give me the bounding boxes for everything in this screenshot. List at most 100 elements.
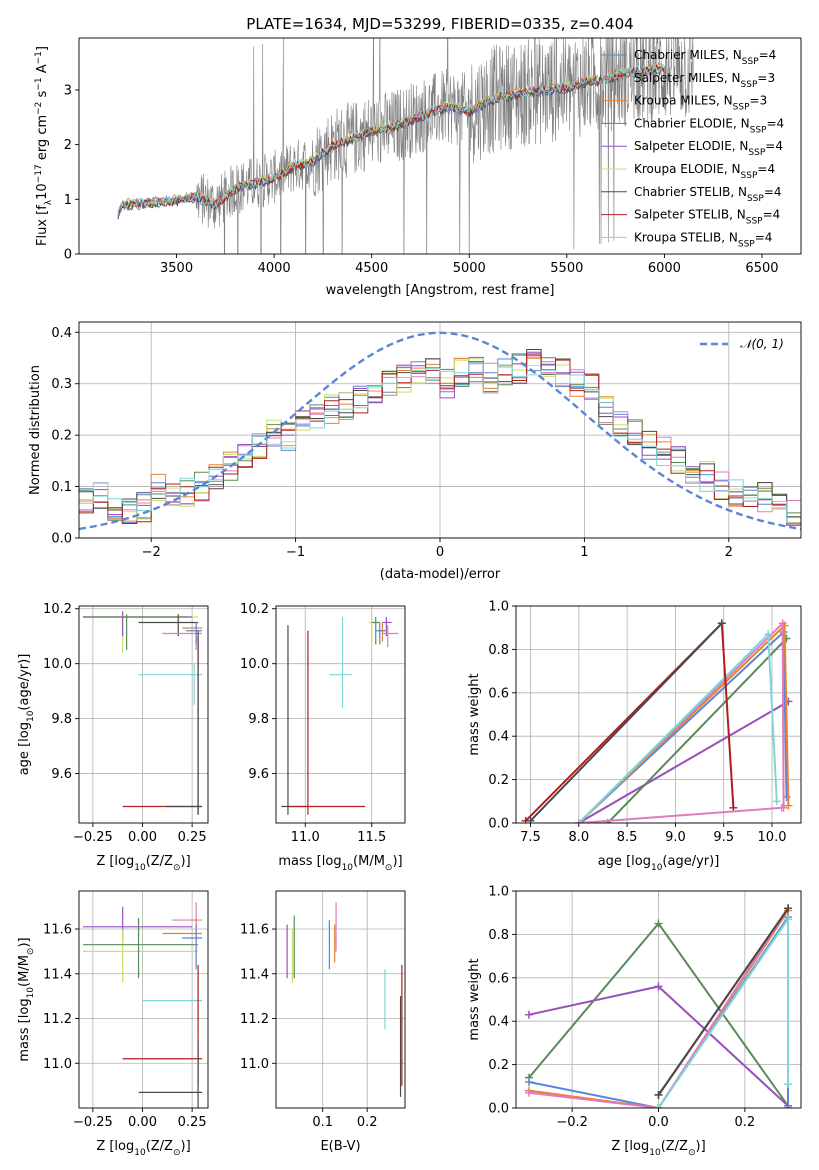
legend-entry-part: SSP (742, 57, 759, 67)
y-axis-label-part: ⊙ (26, 948, 36, 956)
legend-entry-part: SSP (746, 217, 763, 227)
x-axis-label-part: (Z/Z (661, 1139, 688, 1154)
model-line-salpeter-stelib (117, 64, 665, 213)
y-tick-label: 1 (64, 193, 72, 208)
x-tick-label: −0.25 (73, 1115, 113, 1130)
y-tick-label: 0.2 (488, 773, 509, 788)
y-tick-label: 0.6 (488, 686, 509, 701)
y-axis-label-part: age [log (17, 722, 32, 775)
x-tick-label: 0.2 (357, 1115, 378, 1130)
weight-line (528, 907, 789, 1108)
y-tick-label: 0.1 (51, 480, 72, 495)
x-tick-label: 0.00 (128, 830, 157, 845)
model-line-kroupa-stelib (117, 63, 665, 216)
y-tick-label: 10.0 (43, 657, 72, 672)
ebv-mass-panel: 0.1 0.2 11.0 11.2 11.4 11.6 E(B-V) (240, 890, 406, 1154)
ebv-mass-panel-plot-area (286, 902, 403, 1097)
legend-entry-part: Salpeter ELODIE, N (634, 139, 748, 153)
age-weight-panel: 7.5 8.0 8.5 9.0 9.5 10.0 0.0 0.2 0.4 0.6 0.8 1.0 age… (467, 600, 802, 873)
legend-entry-part: =4 (755, 230, 773, 244)
weight-marker (717, 619, 726, 628)
y-axis-label-part: 10 (26, 710, 36, 722)
x-tick-label: 0.2 (735, 1115, 756, 1130)
legend-entry-part: =4 (766, 116, 784, 130)
x-tick-label: 4000 (258, 261, 291, 276)
y-axis-label-part: Flux [f (35, 205, 50, 246)
weight-line (607, 637, 788, 823)
y-tick-label: 11.0 (43, 1057, 72, 1072)
y-axis-label-part: mass [log (17, 998, 32, 1061)
y-tick-label: 9.6 (51, 767, 72, 782)
x-axis-label-part: (age/yr)] (662, 854, 719, 869)
mass-age-panel-plot-area (281, 614, 399, 815)
x-axis-label-part: Z [log (611, 1139, 649, 1154)
legend-entry-part: =4 (759, 48, 777, 62)
weight-marker (654, 1104, 663, 1108)
y-axis-label: Normed distribution (28, 365, 43, 495)
axes-frame (275, 890, 406, 1109)
y-tick-label: 0.2 (488, 1058, 509, 1073)
legend-entry: Salpeter STELIB, NSSP=4 (634, 208, 780, 227)
weight-line (657, 907, 789, 1096)
weight-marker (784, 801, 793, 810)
x-axis-label: (data-model)/error (380, 567, 501, 582)
legend-entry-part: Kroupa MILES, N (634, 94, 733, 108)
x-tick-label: 0.25 (178, 830, 207, 845)
axes-frame (78, 321, 802, 539)
z-weight-panel-plot-area (524, 904, 793, 1108)
x-axis-label: mass [log10(M/M⊙)] (278, 854, 402, 873)
y-tick-label: 11.6 (240, 923, 269, 938)
mass-age-panel: 11.0 11.5 9.6 9.8 10.0 10.2 mass [log10(M/M⊙)] (240, 602, 406, 873)
legend-entry-part: Chabrier STELIB, N (634, 185, 747, 199)
weight-marker (524, 1088, 533, 1097)
weight-marker (784, 1080, 793, 1089)
weight-marker (764, 630, 773, 639)
spectrum-panel: 3500 4000 4500 5000 5500 6000 6500 0 1 2 3 PLATE=16… (34, 15, 802, 298)
y-tick-label: 0.0 (488, 817, 509, 832)
y-axis-label-part: 10 (26, 987, 36, 999)
y-tick-label: 1.0 (488, 885, 509, 900)
x-tick-label: 7.5 (520, 830, 541, 845)
weight-marker (784, 1104, 793, 1108)
legend-entry: Kroupa STELIB, NSSP=4 (634, 230, 772, 249)
legend-entry-part: Kroupa ELODIE, N (634, 162, 741, 176)
x-axis-label: E(B-V) (320, 1139, 360, 1154)
legend-entry-part: Kroupa STELIB, N (634, 230, 738, 244)
axes-frame (78, 605, 209, 824)
x-axis-label-part: )] (696, 1139, 706, 1154)
x-tick-label: 0.1 (312, 1115, 333, 1130)
legend-entry-part: SSP (741, 171, 758, 181)
x-tick-label: 6500 (745, 261, 778, 276)
x-axis-label: Z [log10(Z/Z⊙)] (611, 1139, 705, 1158)
legend-entry-part: SSP (733, 103, 750, 113)
y-axis-label-part: −1 (34, 77, 44, 90)
y-axis-label-part: −2 (34, 102, 44, 115)
x-axis-label: wavelength [Angstrom, rest frame] (326, 283, 555, 298)
x-axis-label-part: 10 (134, 863, 146, 873)
x-axis-label-part: ⊙ (385, 863, 393, 873)
x-tick-label: 2 (725, 545, 733, 560)
y-axis-label-part: (M/M (17, 955, 32, 987)
legend-entry: Chabrier ELODIE, NSSP=4 (634, 116, 784, 135)
residual-panel-grid (79, 322, 801, 539)
x-tick-label: 11.0 (291, 830, 320, 845)
legend-entry: Salpeter MILES, NSSP=3 (634, 71, 775, 90)
z-age-panel-grid (79, 606, 208, 823)
y-tick-label: 0.6 (488, 971, 509, 986)
weight-marker (654, 1090, 663, 1099)
y-tick-label: 11.0 (240, 1057, 269, 1072)
x-axis-label-part: ⊙ (173, 1148, 181, 1158)
x-axis-label-part: ⊙ (688, 1148, 696, 1158)
weight-marker (778, 619, 787, 628)
x-axis-label-part: (M/M (353, 854, 385, 869)
x-axis-label-part: age [log (598, 854, 651, 869)
x-tick-label: −0.2 (556, 1115, 588, 1130)
x-tick-label: 9.0 (665, 830, 686, 845)
chart-title: PLATE=1634, MJD=53299, FIBERID=0335, z=0… (246, 15, 633, 33)
y-axis-label: mass [log10(M/M⊙)] (17, 937, 36, 1061)
legend-entry: Kroupa ELODIE, NSSP=4 (634, 162, 775, 181)
legend-entry-part: Chabrier MILES, N (634, 48, 742, 62)
x-axis-label-part: (Z/Z (146, 1139, 173, 1154)
x-tick-label: 0.00 (128, 1115, 157, 1130)
